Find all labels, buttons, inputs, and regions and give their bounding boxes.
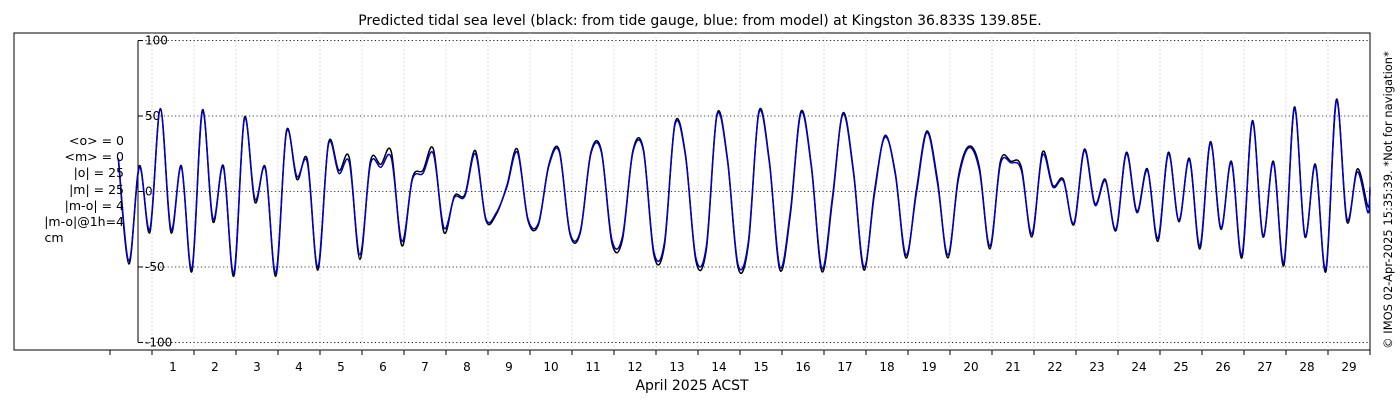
x-tick-label: 2 — [211, 360, 219, 374]
x-tick-label: 13 — [669, 360, 684, 374]
x-tick-label: 15 — [753, 360, 768, 374]
x-tick-label: 1 — [169, 360, 177, 374]
y-tick-label: 0 — [145, 185, 153, 199]
x-tick-label: 17 — [837, 360, 852, 374]
x-tick-label: 26 — [1215, 360, 1230, 374]
series-line-model — [117, 100, 1371, 274]
x-tick-label: 25 — [1173, 360, 1188, 374]
y-tick-label: -50 — [145, 260, 165, 274]
x-tick-label: 18 — [879, 360, 894, 374]
x-tick-label: 20 — [963, 360, 978, 374]
series-lines — [117, 98, 1371, 277]
x-tick-label: 12 — [627, 360, 642, 374]
stat-abs-obs: |o| = 25 — [73, 165, 124, 181]
x-tick-label: 8 — [463, 360, 471, 374]
x-tick-label: 28 — [1299, 360, 1314, 374]
y-tick-label: 50 — [145, 109, 160, 123]
x-tick-label: 24 — [1131, 360, 1146, 374]
x-tick-label: 16 — [795, 360, 810, 374]
stat-mean-model: <m> = 0 — [64, 149, 125, 165]
grid — [138, 33, 1370, 350]
stats-panel: <o> = 0 <m> = 0 |o| = 25 |m| = 25 |m-o| … — [14, 133, 124, 246]
stat-abs-diff-1h: |m-o|@1h=4 — [44, 214, 124, 230]
x-tick-label: 29 — [1341, 360, 1356, 374]
x-tick-label: 10 — [543, 360, 558, 374]
x-tick-label: 27 — [1257, 360, 1272, 374]
x-tick-label: 9 — [505, 360, 513, 374]
chart-title: Predicted tidal sea level (black: from t… — [358, 13, 1042, 29]
x-tick-label: 21 — [1005, 360, 1020, 374]
stat-abs-model: |m| = 25 — [69, 181, 124, 197]
x-tick-label: 14 — [711, 360, 726, 374]
credit-text: © IMOS 02-Apr-2025 15:35:39. *Not for na… — [1381, 51, 1395, 349]
x-tick-label: 7 — [421, 360, 429, 374]
y-tick-label: 100 — [145, 34, 168, 48]
x-tick-label: 6 — [379, 360, 387, 374]
x-tick-label: 23 — [1089, 360, 1104, 374]
x-axis-label: April 2025 ACST — [635, 378, 749, 394]
x-tick-label: 5 — [337, 360, 345, 374]
x-tick-label: 4 — [295, 360, 303, 374]
x-tick-label: 3 — [253, 360, 261, 374]
y-tick-label: -100 — [145, 335, 172, 349]
stat-unit: cm — [44, 230, 64, 246]
x-tick-label: 22 — [1047, 360, 1062, 374]
x-tick-label: 11 — [585, 360, 600, 374]
x-tick-label: 19 — [921, 360, 936, 374]
stat-mean-obs: <o> = 0 — [69, 133, 124, 148]
stat-abs-diff: |m-o| = 4 — [64, 197, 124, 213]
